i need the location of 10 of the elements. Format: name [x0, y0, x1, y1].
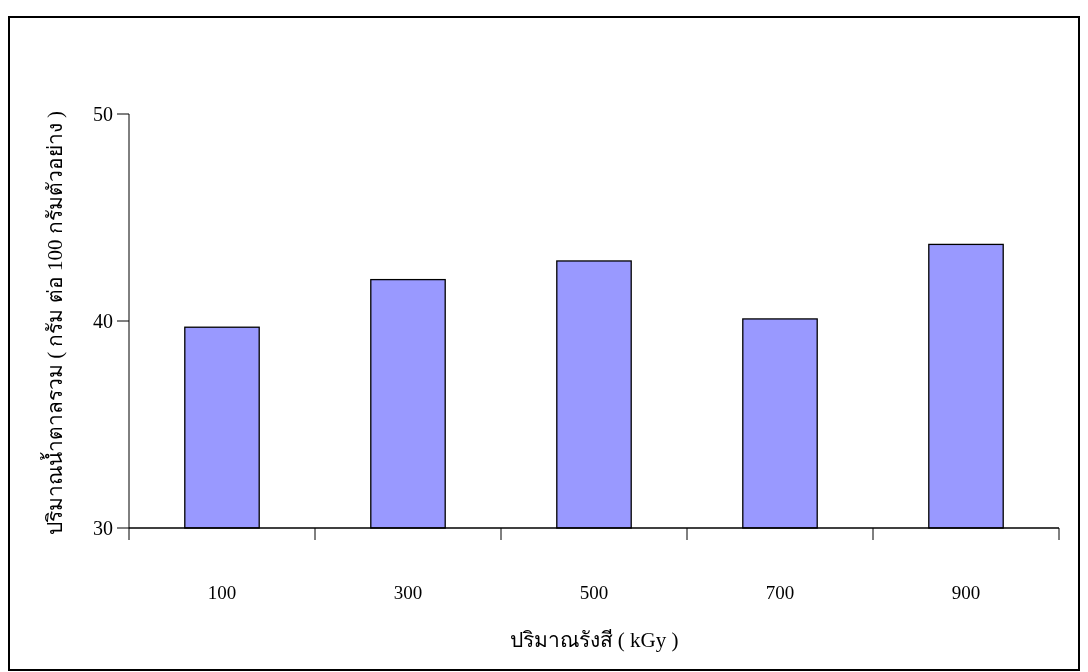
- x-axis-title: ปริมาณรังสี ( kGy ): [509, 628, 679, 652]
- y-axis-title: ปริมาณน้ำตาลรวม ( กรัม ต่อ 100 กรัมตัวอย่าง ): [40, 111, 67, 535]
- x-tick-label: 700: [765, 582, 795, 603]
- y-tick-label: 30: [93, 517, 113, 539]
- x-tick-label: 500: [579, 582, 609, 603]
- y-tick-label: 40: [93, 310, 113, 332]
- x-tick-label: 100: [207, 582, 237, 603]
- x-tick-label: 300: [393, 582, 423, 603]
- y-tick-label: 50: [93, 103, 113, 125]
- x-tick-label: 900: [951, 582, 981, 603]
